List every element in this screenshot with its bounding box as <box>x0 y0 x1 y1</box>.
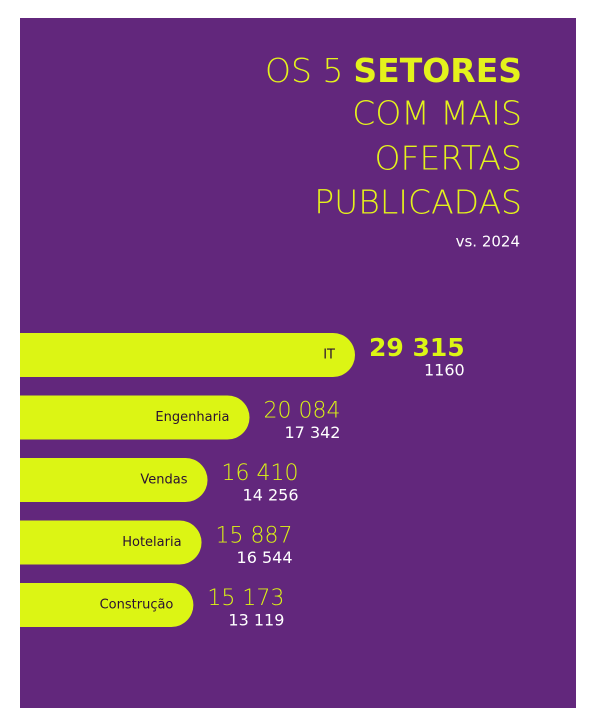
previous-value-label: 1160 <box>424 361 465 380</box>
value-label: 20 084 <box>264 399 341 424</box>
value-label: 16 410 <box>222 461 299 486</box>
bar <box>20 333 355 377</box>
chart-title: PUBLICADAS <box>314 183 522 222</box>
value-label: 15 887 <box>216 524 293 549</box>
bar <box>20 458 208 502</box>
title-emphasis: SETORES <box>353 51 522 90</box>
value-label: 15 173 <box>207 586 284 611</box>
bar <box>20 520 202 565</box>
previous-value-label: 16 544 <box>237 548 293 567</box>
previous-value-label: 14 256 <box>243 486 299 505</box>
category-label: IT <box>323 348 335 363</box>
value-label: 29 315 <box>369 333 465 362</box>
chart-subtitle: vs. 2024 <box>456 233 520 251</box>
title-prefix: OS 5 <box>265 51 343 90</box>
previous-value-label: 13 119 <box>228 611 284 630</box>
bar <box>20 583 194 627</box>
chart-title: OFERTAS <box>375 139 522 178</box>
chart-title: COM MAIS <box>352 94 522 133</box>
bar <box>20 395 250 440</box>
category-label: Engenharia <box>155 410 229 425</box>
category-label: Hotelaria <box>122 535 181 550</box>
category-label: Vendas <box>140 473 187 488</box>
category-label: Construção <box>100 598 174 613</box>
chart-title: OS 5 SETORES <box>265 51 522 90</box>
previous-value-label: 17 342 <box>285 423 341 442</box>
